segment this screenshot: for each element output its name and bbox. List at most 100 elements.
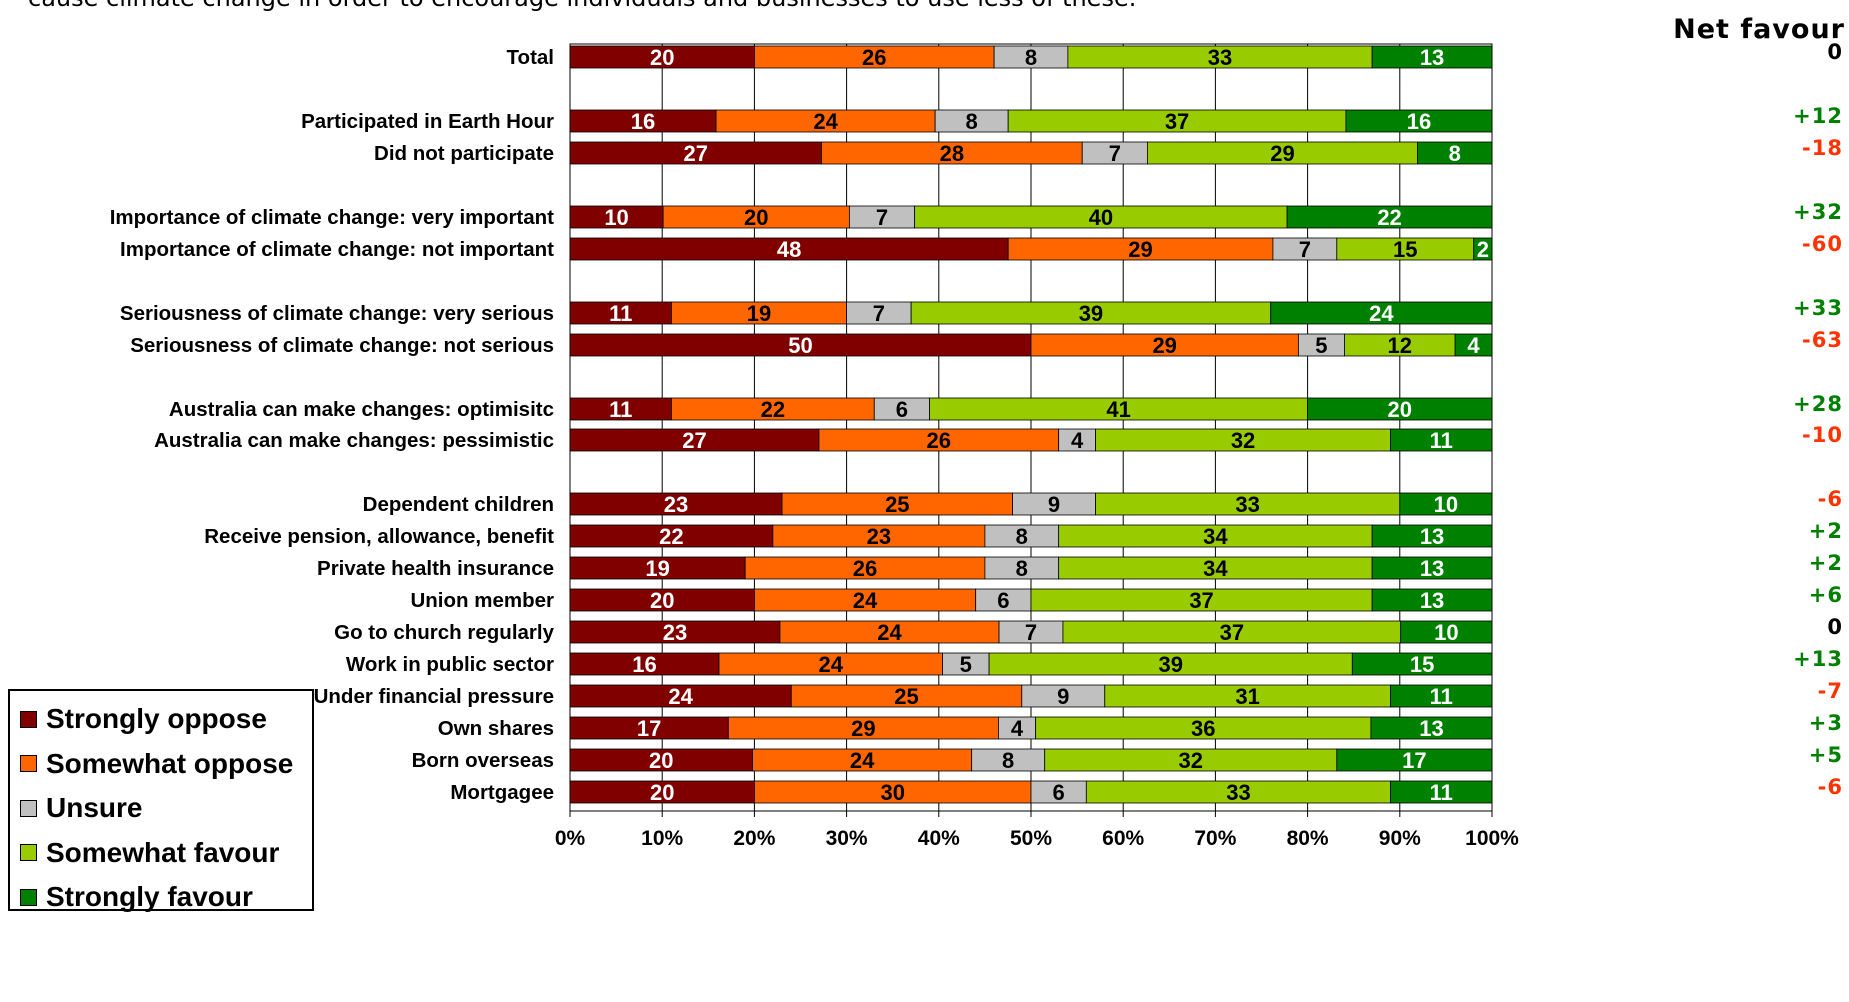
row-label: Seriousness of climate change: not serio…: [130, 334, 554, 357]
net-favour-value: +5: [1809, 743, 1843, 767]
net-favour-value: +32: [1793, 200, 1843, 224]
data-label: 12: [1388, 333, 1412, 358]
data-label: 8: [1002, 748, 1014, 773]
data-label: 27: [682, 428, 706, 453]
data-label: 24: [853, 588, 878, 613]
legend-item: Somewhat oppose: [20, 742, 312, 787]
net-favour-value: +2: [1809, 551, 1843, 575]
row-label: Participated in Earth Hour: [301, 110, 554, 133]
net-favour-value: +33: [1793, 296, 1843, 320]
row-label: Total: [507, 46, 554, 69]
data-label: 31: [1235, 684, 1259, 709]
legend-label: Strongly favour: [46, 881, 253, 913]
legend-swatch: [20, 888, 37, 906]
net-favour-value: +28: [1793, 392, 1843, 416]
net-favour-values: 0 +12 -18 +32 -60 +33 -63 +28 -10 -6 +2 +2 +6 0 +13 -7 +…: [1793, 40, 1843, 799]
data-label: 15: [1393, 237, 1417, 262]
x-tick-label: 10%: [641, 827, 683, 850]
data-label: 20: [1388, 397, 1412, 422]
data-label: 20: [650, 45, 674, 70]
data-label: 29: [851, 716, 875, 741]
data-label: 16: [631, 109, 655, 134]
data-label: 20: [650, 780, 674, 805]
data-label: 48: [777, 237, 801, 262]
data-label: 39: [1079, 301, 1103, 326]
row-label: Importance of climate change: not import…: [120, 238, 554, 261]
x-tick-label: 90%: [1379, 827, 1421, 850]
bar-segment-strongly-favour: [1351, 652, 1493, 676]
x-tick-label: 20%: [733, 827, 775, 850]
row-label: Own shares: [438, 717, 554, 740]
legend-swatch: [20, 755, 37, 773]
bar-segment-strongly-favour: [1390, 780, 1493, 804]
data-label: 5: [960, 652, 972, 677]
net-favour-value: -6: [1818, 775, 1843, 799]
bar-segment-strongly-favour: [1390, 684, 1493, 708]
data-label: 4: [1011, 716, 1024, 741]
data-label: 13: [1420, 556, 1444, 581]
data-label: 7: [1109, 141, 1121, 166]
data-label: 37: [1189, 588, 1213, 613]
bar-segment-strongly-favour: [1270, 301, 1493, 325]
net-favour-value: +6: [1809, 583, 1843, 607]
data-label: 28: [940, 141, 964, 166]
x-axis-ticks: 0% 10% 20% 30% 40% 50% 60% 70% 80% 90% 100%: [555, 811, 1519, 850]
data-label: 22: [1377, 205, 1401, 230]
data-label: 26: [927, 428, 951, 453]
bar-segment-strongly-favour: [1473, 237, 1493, 261]
data-label: 39: [1158, 652, 1182, 677]
data-label: 23: [663, 620, 687, 645]
data-label: 25: [894, 684, 918, 709]
net-favour-value: +3: [1809, 711, 1843, 735]
data-label: 10: [1434, 492, 1458, 517]
row-labels: Total Participated in Earth Hour Did not p…: [110, 46, 555, 804]
data-label: 33: [1235, 492, 1259, 517]
data-label: 6: [896, 397, 908, 422]
data-label: 5: [1315, 333, 1327, 358]
x-tick-label: 100%: [1465, 827, 1519, 850]
data-label: 7: [1025, 620, 1037, 645]
net-favour-value: -6: [1818, 487, 1843, 511]
legend-label: Unsure: [46, 792, 143, 824]
data-label: 26: [862, 45, 886, 70]
data-label: 2: [1477, 237, 1489, 262]
data-label: 20: [650, 588, 674, 613]
row-label: Go to church regularly: [334, 621, 554, 644]
data-label: 10: [1434, 620, 1458, 645]
data-label: 22: [761, 397, 785, 422]
data-label: 11: [1430, 780, 1453, 805]
data-label: 23: [664, 492, 688, 517]
data-label: 20: [649, 748, 673, 773]
data-label: 11: [609, 397, 632, 422]
row-label: Work in public sector: [346, 653, 554, 676]
data-label: 7: [873, 301, 885, 326]
row-label: Did not participate: [374, 142, 554, 165]
data-label: 32: [1231, 428, 1255, 453]
data-label: 29: [1270, 141, 1294, 166]
data-label: 26: [853, 556, 877, 581]
data-label: 37: [1220, 620, 1244, 645]
x-tick-label: 70%: [1194, 827, 1236, 850]
data-label: 24: [819, 652, 844, 677]
data-label: 8: [966, 109, 978, 134]
row-label: Australia can make changes: optimisitc: [169, 398, 554, 421]
net-favour-value: -7: [1818, 679, 1843, 703]
x-tick-label: 60%: [1102, 827, 1144, 850]
data-label: 11: [1430, 428, 1453, 453]
data-label: 24: [850, 748, 875, 773]
bar-segment-strongly-favour: [1454, 333, 1493, 357]
data-label: 17: [1402, 748, 1426, 773]
net-favour-value: -18: [1802, 136, 1843, 160]
bar-segment-strongly-favour: [1417, 141, 1493, 165]
row-label: Dependent children: [363, 493, 554, 516]
data-label: 24: [813, 109, 838, 134]
data-label: 17: [637, 716, 661, 741]
data-label: 8: [1016, 524, 1028, 549]
x-tick-label: 50%: [1010, 827, 1052, 850]
header-text: cause climate change in order to encoura…: [28, 0, 1136, 12]
legend-item: Somewhat favour: [20, 831, 312, 876]
data-label: 9: [1057, 684, 1069, 709]
data-label: 24: [668, 684, 693, 709]
bar-segment-strongly-favour: [1345, 109, 1493, 133]
